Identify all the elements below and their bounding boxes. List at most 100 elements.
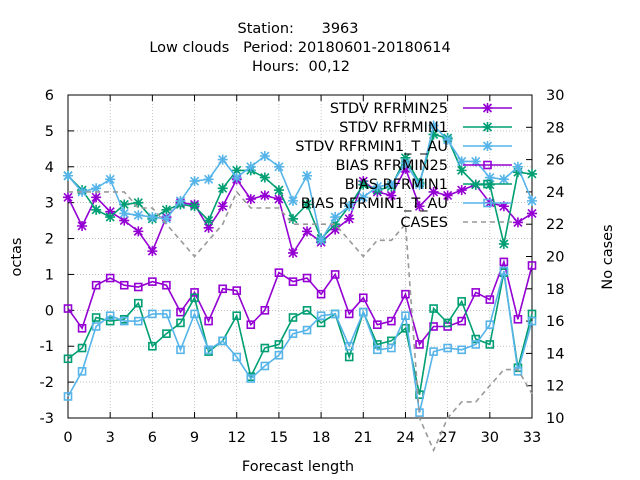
title-line-3: Hours: 00,12 — [252, 59, 350, 75]
data-point — [330, 219, 341, 230]
data-point — [401, 311, 410, 321]
data-point — [119, 316, 129, 326]
data-point — [456, 185, 467, 196]
data-point — [372, 181, 383, 192]
data-point — [246, 374, 256, 383]
y-tick-label: -3 — [40, 411, 54, 427]
data-point — [387, 343, 396, 353]
series-bias-rfrmin25 — [63, 257, 537, 349]
data-point — [204, 345, 213, 355]
data-point — [176, 318, 185, 328]
data-point — [162, 309, 171, 319]
data-point — [231, 172, 242, 183]
series-line — [68, 190, 533, 453]
data-point — [63, 304, 73, 313]
y-tick-label: -2 — [40, 375, 54, 391]
data-point — [162, 329, 171, 338]
y2-tick-label: 22 — [546, 217, 564, 233]
data-point — [259, 190, 270, 201]
data-point — [358, 192, 369, 203]
series-stdv-rfrmin1-t-au — [63, 120, 537, 246]
data-point — [105, 212, 116, 223]
y-tick-label: 3 — [45, 196, 54, 212]
data-point — [274, 340, 284, 349]
y2-tick-label: 12 — [546, 379, 564, 395]
data-point — [482, 141, 493, 151]
series-line — [67, 166, 533, 255]
data-point — [471, 340, 481, 349]
data-point — [190, 293, 199, 303]
data-point — [245, 194, 256, 205]
data-point — [259, 151, 270, 162]
x-tick-label: 0 — [63, 430, 72, 446]
legend-label: BIAS RFRMIN25 — [335, 158, 448, 174]
data-point — [288, 329, 298, 338]
data-point — [470, 156, 481, 167]
data-point — [203, 174, 214, 185]
data-point — [91, 204, 102, 215]
data-point — [456, 165, 467, 176]
data-point — [513, 315, 523, 324]
data-point — [483, 179, 492, 189]
data-point — [77, 220, 88, 231]
data-point — [232, 286, 242, 295]
chart-title: Station: 3963 Low clouds Period: 2018060… — [149, 21, 450, 75]
data-point — [302, 226, 313, 237]
x-tick-label: 15 — [270, 430, 288, 446]
data-point — [485, 295, 495, 304]
data-point — [287, 195, 298, 206]
data-point — [259, 172, 270, 183]
title-line-2: Low clouds Period: 20180601-20180614 — [149, 40, 450, 56]
data-point — [147, 246, 158, 257]
data-point — [231, 165, 242, 176]
data-point — [134, 298, 143, 308]
data-point — [147, 212, 158, 223]
legend-label: STDV RFRMIN1 — [339, 120, 448, 136]
data-point — [443, 318, 452, 328]
data-point — [274, 268, 284, 277]
data-point — [316, 311, 326, 321]
data-point — [498, 238, 509, 249]
data-point — [344, 309, 354, 319]
data-point — [442, 134, 453, 145]
x-tick-label: 18 — [312, 430, 330, 446]
data-point — [134, 316, 143, 326]
data-point — [456, 156, 467, 167]
data-point — [443, 343, 452, 353]
series-line — [67, 270, 533, 413]
data-point — [302, 306, 312, 315]
legend-label: BIAS RFRMIN1_T_AU — [301, 196, 448, 212]
data-point — [330, 309, 340, 319]
y2-axis-label: No cases — [600, 224, 616, 289]
data-point — [148, 309, 157, 319]
data-point — [302, 325, 312, 335]
series-line — [67, 133, 533, 245]
data-point — [63, 170, 73, 181]
data-point — [527, 316, 537, 326]
data-point — [260, 343, 270, 353]
data-point — [330, 212, 341, 223]
data-point — [91, 313, 101, 322]
data-point — [483, 160, 492, 170]
data-point — [330, 270, 340, 279]
data-point — [175, 195, 186, 206]
data-point — [401, 323, 410, 333]
data-point — [512, 217, 523, 228]
data-point — [203, 215, 214, 226]
data-point — [148, 341, 157, 351]
data-point — [499, 257, 509, 267]
data-point — [204, 316, 213, 326]
data-point — [190, 288, 199, 297]
x-axis-label: Forecast length — [242, 459, 354, 475]
data-point — [482, 122, 493, 132]
data-point — [498, 174, 509, 185]
data-point — [429, 304, 438, 313]
data-point — [189, 201, 200, 212]
data-point — [287, 213, 298, 224]
title-line-1: Station: 3963 — [238, 21, 359, 37]
data-point — [91, 192, 102, 203]
legend-label: CASES — [400, 215, 448, 231]
data-point — [91, 280, 101, 290]
data-point — [148, 277, 157, 286]
legend-label: STDV RFRMIN25 — [330, 101, 448, 117]
